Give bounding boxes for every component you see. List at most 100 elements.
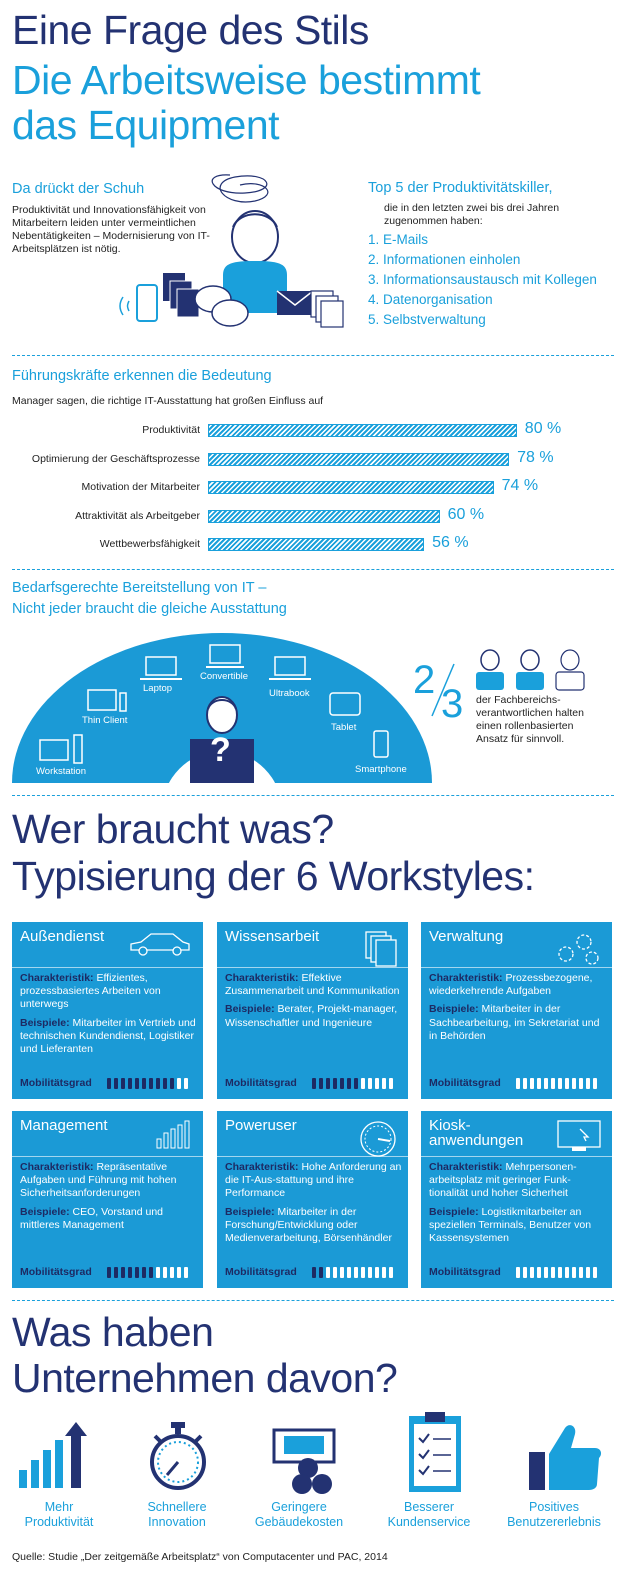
card-characteristic: Charakteristik: Effektive Zusammenarbeit… <box>225 972 402 998</box>
mobility-scale <box>107 1078 188 1089</box>
mobility-tick <box>516 1078 520 1089</box>
workstyle-card: Management Charakteristik: Repräsentative… <box>12 1111 203 1288</box>
mobility-label: Mobilitätsgrad <box>225 1077 297 1089</box>
bar <box>208 481 494 494</box>
char-text: Prozessbezogene, wiederkehrende Aufgaben <box>429 972 593 998</box>
workstyle-card: Wissensarbeit Charakteristik: Effektive Z… <box>217 922 408 1099</box>
card-title: Außendienst <box>20 928 105 945</box>
thumbs-up-icon <box>529 1425 602 1490</box>
benefits-title1: Was haben <box>12 1309 214 1355</box>
chart-subtitle: Manager sagen, die richtige IT-Ausstattu… <box>12 395 324 407</box>
bar <box>208 509 440 523</box>
card-divider <box>217 1156 408 1157</box>
benefit-line1: Besserer <box>403 1500 455 1514</box>
card-title: Poweruser <box>225 1117 297 1134</box>
bar-label: Wettbewerbsfähigkeit <box>99 538 200 550</box>
killers-list: 1. E-Mails 2. Informationen einholen 3. In… <box>368 232 597 332</box>
workstyle-card: Poweruser Charakteristik: Hohe Anforderun… <box>217 1111 408 1288</box>
mobility-scale <box>516 1267 597 1278</box>
device-label: Workstation <box>36 766 86 777</box>
device-label: Convertible <box>200 671 249 682</box>
ex-text: Berater, Projekt-manager, Wissenschaftle… <box>225 1003 398 1029</box>
workstyles-title1: Wer braucht was? <box>12 806 334 852</box>
workstyles-title2: Typisierung der 6 Workstyles: <box>12 853 535 899</box>
mobility-tick <box>593 1267 597 1278</box>
speedometer-icon <box>358 1119 398 1164</box>
killer-item: 3. Informationsaustausch mit Kollegen <box>368 272 597 287</box>
mobility-label: Mobilitätsgrad <box>225 1266 297 1278</box>
car-icon <box>127 930 193 961</box>
ex-label: Beispiele: <box>225 1003 275 1016</box>
mobility-tick <box>135 1078 139 1089</box>
mobility-tick <box>368 1078 372 1089</box>
ex-text: Logistikmitarbeiter an speziellen Termin… <box>429 1205 592 1245</box>
mobility-tick <box>537 1078 541 1089</box>
question-mark: ? <box>210 731 231 769</box>
mobility-tick <box>128 1078 132 1089</box>
mobility-tick <box>361 1267 365 1278</box>
mobility-tick <box>170 1078 174 1089</box>
person-question-illustration <box>190 696 254 783</box>
card-examples: Beispiele: Logistikmitarbeiter an spezie… <box>429 1206 606 1246</box>
mobility-tick <box>156 1078 160 1089</box>
workstyle-card: Verwaltung Charakteristik: Prozessbezogen… <box>421 922 612 1099</box>
bar <box>208 424 517 437</box>
headline-line2: Die Arbeitsweise bestimmt <box>12 57 481 103</box>
benefit-line1: Mehr <box>44 1500 74 1514</box>
mobility-tick <box>347 1078 351 1089</box>
mobility-tick <box>114 1078 118 1089</box>
stressed-worker-illustration <box>119 174 344 328</box>
mobility-tick <box>530 1267 534 1278</box>
mobility-tick <box>184 1267 188 1278</box>
mobility-tick <box>565 1078 569 1089</box>
card-divider <box>12 1156 203 1157</box>
stopwatch-icon <box>150 1422 206 1490</box>
device-label: Tablet <box>331 722 357 733</box>
mobility-tick <box>177 1267 181 1278</box>
card-examples: Beispiele: Mitarbeiter in der Sachbearbe… <box>429 1003 606 1043</box>
mobility-tick <box>375 1078 379 1089</box>
killer-item: 1. E-Mails <box>368 232 429 247</box>
schuh-title: Da drückt der Schuh <box>12 181 145 197</box>
mobility-tick <box>544 1267 548 1278</box>
bar-value-label: 56 % <box>432 534 469 551</box>
mobility-tick <box>586 1078 590 1089</box>
ultrabook-icon <box>269 656 311 680</box>
char-text: Repräsentative Aufgaben und Führung mit … <box>20 1161 177 1200</box>
ex-text: Mitarbeiter in der Forschung/Entwicklung… <box>225 1205 392 1245</box>
char-text: Hohe Anforderung an die IT-Aus-stattung … <box>225 1161 402 1200</box>
mobility-tick <box>579 1267 583 1278</box>
bar-value-label: 74 % <box>501 477 539 494</box>
mobility-tick <box>121 1267 125 1278</box>
card-characteristic: Charakteristik: Effizientes, prozessbasi… <box>20 972 197 1012</box>
mobility-tick <box>163 1078 167 1089</box>
mobility-tick <box>382 1267 386 1278</box>
fraction-text: der Fachbereichs-verantwortlichen halten… <box>476 694 584 745</box>
workstyle-card: Kiosk-anwendungen Charakteristik: Mehrper… <box>421 1111 612 1288</box>
card-examples: Beispiele: Mitarbeiter in der Forschung/… <box>225 1206 402 1246</box>
schuh-text: Produktivität und Innovationsfähigkeit v… <box>12 204 210 255</box>
card-divider <box>421 1156 612 1157</box>
device-label: Thin Client <box>82 715 128 726</box>
mobility-tick <box>319 1078 323 1089</box>
source-text: Quelle: Studie „Der zeitgemäße Arbeitspl… <box>12 1551 388 1563</box>
bar-chart-icon <box>155 1119 193 1154</box>
char-text: Effizientes, prozessbasiertes Arbeiten v… <box>20 972 161 1011</box>
char-text: Effektive Zusammenarbeit und Kommunikati… <box>225 972 400 998</box>
bar-label: Attraktivität als Arbeitgeber <box>75 509 200 522</box>
card-examples: Beispiele: CEO, Vorstand und mittleres M… <box>20 1206 197 1232</box>
killer-item: 5. Selbstverwaltung <box>368 312 486 327</box>
divider <box>12 355 614 356</box>
benefit-line2: Kundenservice <box>387 1515 471 1529</box>
laptop-icon <box>140 656 182 680</box>
headline-line3: das Equipment <box>12 102 280 148</box>
char-label: Charakteristik: <box>20 1161 94 1173</box>
benefit-line2: Gebäudekosten <box>254 1515 344 1529</box>
card-characteristic: Charakteristik: Prozessbezogene, wiederk… <box>429 972 606 998</box>
mobility-tick <box>551 1267 555 1278</box>
mobility-label: Mobilitätsgrad <box>20 1077 92 1089</box>
mobility-tick <box>326 1267 330 1278</box>
benefit-item: Geringere Gebäudekosten <box>240 1500 358 1530</box>
mobility-tick <box>516 1267 520 1278</box>
char-label: Charakteristik: <box>429 972 503 984</box>
